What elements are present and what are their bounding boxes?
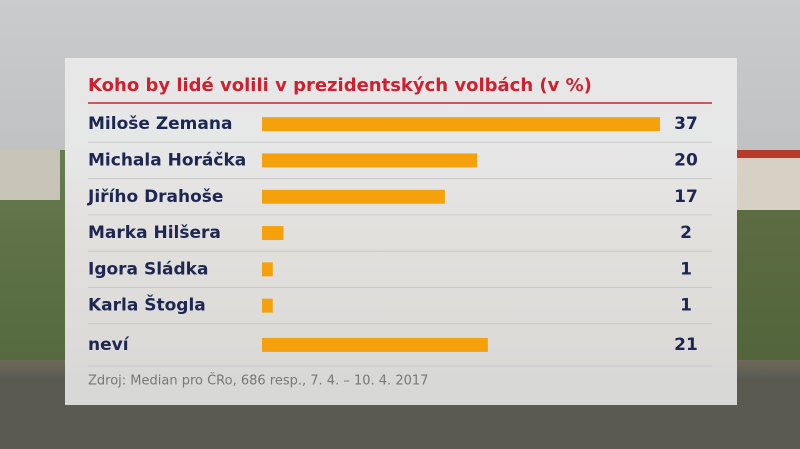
category-label: Miloše Zemana	[88, 114, 232, 134]
roof-right	[737, 150, 800, 158]
source-note: Zdroj: Median pro ČRo, 686 resp., 7. 4. …	[88, 373, 428, 389]
trees-right	[737, 210, 800, 360]
category-label: Marka Hilšera	[88, 223, 221, 243]
bar	[262, 117, 660, 132]
bar	[262, 262, 273, 277]
bar	[262, 153, 478, 168]
value-label: 17	[674, 187, 698, 207]
category-label: Igora Sládka	[88, 259, 208, 279]
chart-title: Koho by lidé volili v prezidentských vol…	[88, 75, 592, 96]
building-left	[0, 150, 60, 200]
bar	[262, 189, 445, 204]
value-label: 2	[680, 223, 692, 243]
value-label: 21	[674, 335, 698, 355]
value-label: 20	[674, 150, 698, 170]
bar	[262, 337, 488, 352]
value-label: 1	[680, 259, 692, 279]
building-right	[737, 150, 800, 210]
category-label: neví	[88, 335, 130, 355]
bar	[262, 298, 273, 313]
value-label: 1	[680, 296, 692, 316]
category-label: Karla Štogla	[88, 294, 206, 316]
bar	[262, 226, 284, 241]
value-label: 37	[674, 114, 698, 134]
category-label: Jiřího Drahoše	[87, 187, 223, 207]
category-label: Michala Horáčka	[88, 150, 246, 170]
